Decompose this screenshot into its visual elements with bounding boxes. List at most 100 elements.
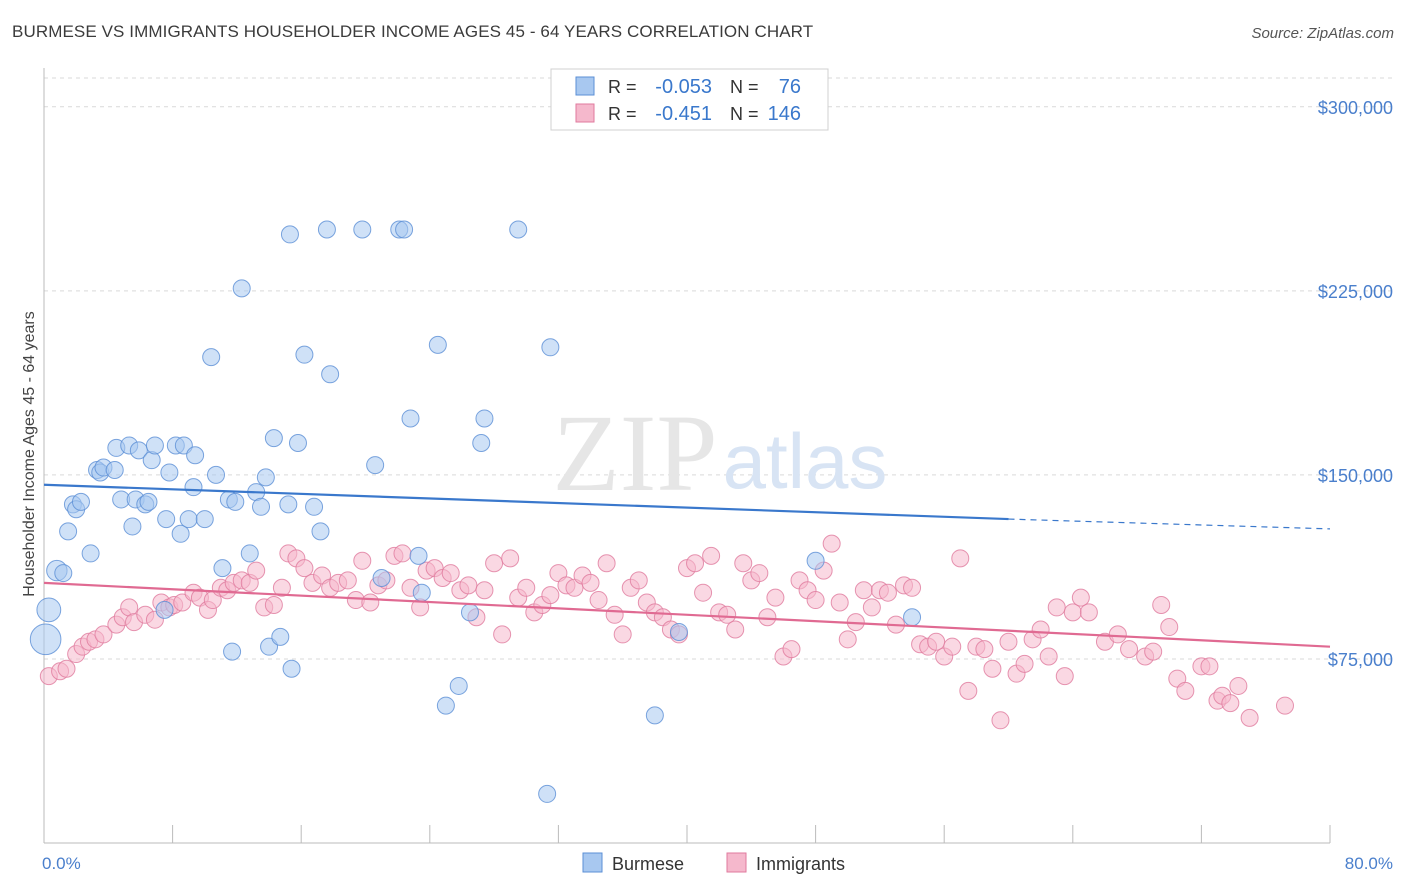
burmese-point-66 [449, 676, 468, 695]
burmese-point-57 [366, 456, 385, 475]
burmese-point-75 [806, 551, 825, 570]
immigrants-point-113 [943, 637, 962, 656]
immigrants-point-144 [1221, 694, 1240, 713]
immigrants-point-126 [1047, 598, 1066, 617]
burmese-point-18 [129, 441, 148, 460]
burmese-point-39 [232, 279, 251, 298]
burmese-point-30 [184, 478, 203, 497]
immigrants-point-82 [694, 583, 713, 602]
burmese-point-74 [669, 622, 688, 641]
immigrants-point-90 [758, 608, 777, 627]
immigrants-point-133 [1120, 640, 1139, 659]
immigrants-point-68 [581, 573, 600, 592]
burmese-point-60 [395, 220, 414, 239]
immigrants-point-141 [1200, 657, 1219, 676]
x-tick-label-min: 0.0% [42, 854, 81, 873]
burmese-point-45 [264, 429, 283, 448]
burmese-point-73 [645, 706, 664, 725]
burmese-point-71 [541, 338, 560, 357]
immigrants-point-45 [393, 544, 412, 563]
burmese-trend-line [43, 483, 1009, 521]
legend-n-value-burmese: 76 [779, 76, 801, 98]
immigrants-point-33 [295, 559, 314, 578]
legend-bottom-label-immigrants: Immigrants [756, 854, 845, 874]
immigrants-point-125 [1039, 647, 1058, 666]
immigrants-point-139 [1176, 681, 1195, 700]
burmese-point-35 [213, 559, 232, 578]
burmese-point-70 [509, 220, 528, 239]
immigrants-point-55 [475, 581, 494, 600]
immigrants-point-87 [734, 554, 753, 573]
immigrants-point-2 [57, 659, 76, 678]
immigrants-point-71 [605, 605, 624, 624]
burmese-point-22 [145, 436, 164, 455]
immigrants-point-70 [597, 554, 616, 573]
burmese-point-37 [223, 642, 242, 661]
legend-bottom-swatch-immigrants [726, 852, 747, 873]
immigrants-point-130 [1079, 603, 1098, 622]
y-tick-label-3: $300,000 [1318, 98, 1393, 118]
immigrants-point-86 [726, 620, 745, 639]
chart-title: BURMESE VS IMMIGRANTS HOUSEHOLDER INCOME… [12, 22, 814, 41]
y-tick-label-0: $75,000 [1328, 650, 1393, 670]
immigrants-point-56 [485, 554, 504, 573]
immigrants-point-38 [338, 571, 357, 590]
immigrants-point-102 [854, 581, 873, 600]
immigrants-point-111 [927, 632, 946, 651]
immigrants-point-89 [750, 564, 769, 583]
burmese-point-12 [105, 460, 124, 479]
immigrants-point-98 [822, 534, 841, 553]
immigrants-point-146 [1240, 708, 1259, 727]
burmese-point-33 [202, 348, 221, 367]
legend-r-label-burmese: R = [608, 77, 637, 97]
burmese-point-27 [171, 524, 190, 543]
watermark: ZIP atlas [553, 392, 888, 514]
immigrants-point-51 [441, 564, 460, 583]
immigrants-point-83 [702, 546, 721, 565]
burmese-point-48 [280, 225, 299, 244]
x-tick-label-max: 80.0% [1345, 854, 1393, 873]
immigrants-trend-line [43, 581, 1331, 648]
immigrants-point-30 [272, 578, 291, 597]
immigrants-point-122 [1015, 654, 1034, 673]
burmese-point-52 [305, 497, 324, 516]
burmese-point-24 [157, 510, 176, 529]
legend-r-label-immigrants: R = [608, 104, 637, 124]
burmese-point-63 [412, 583, 431, 602]
immigrants-point-145 [1229, 676, 1248, 695]
immigrants-point-118 [983, 659, 1002, 678]
immigrants-point-7 [94, 625, 113, 644]
burmese-point-56 [353, 220, 372, 239]
legend-n-value-immigrants: 146 [768, 103, 801, 125]
immigrants-point-147 [1275, 696, 1294, 715]
immigrants-point-91 [766, 588, 785, 607]
burmese-point-32 [195, 510, 214, 529]
legend-n-label-burmese: N = [730, 77, 759, 97]
immigrants-point-128 [1063, 603, 1082, 622]
watermark-atlas: atlas [723, 417, 888, 505]
legend-box [550, 68, 829, 131]
immigrants-point-103 [862, 598, 881, 617]
immigrants-point-127 [1055, 667, 1074, 686]
immigrants-point-74 [629, 571, 648, 590]
immigrants-point-117 [975, 640, 994, 659]
burmese-point-34 [207, 465, 226, 484]
immigrants-point-105 [878, 583, 897, 602]
immigrants-point-129 [1071, 588, 1090, 607]
immigrants-point-40 [353, 551, 372, 570]
burmese-point-61 [401, 409, 420, 428]
burmese-point-46 [271, 627, 290, 646]
burmese-point-51 [295, 345, 314, 364]
burmese-point-58 [372, 568, 391, 587]
burmese-point-62 [409, 546, 428, 565]
immigrants-point-114 [951, 549, 970, 568]
legend-bottom-swatch-burmese [582, 852, 603, 873]
immigrants-point-120 [999, 632, 1018, 651]
burmese-point-42 [252, 497, 271, 516]
legend-r-value-immigrants: -0.451 [655, 103, 712, 125]
immigrants-point-72 [613, 625, 632, 644]
y-tick-labels: $75,000 $150,000 $225,000 $300,000 [1318, 98, 1393, 670]
axes [43, 68, 1331, 844]
y-tick-label-1: $150,000 [1318, 466, 1393, 486]
